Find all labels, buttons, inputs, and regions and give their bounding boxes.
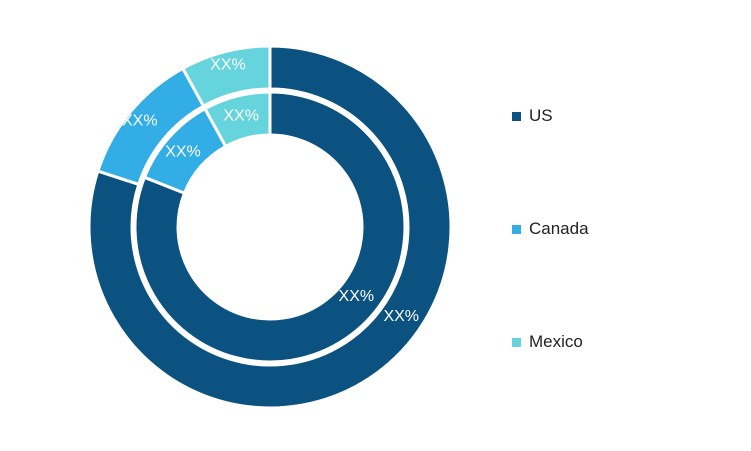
inner-label-mexico: XX% (223, 108, 259, 125)
outer-label-mexico: XX% (210, 56, 246, 73)
legend-swatch-us (512, 111, 521, 121)
legend-label-mexico: Mexico (529, 332, 583, 351)
outer-label-us: XX% (383, 308, 419, 325)
legend-swatch-canada (512, 224, 521, 234)
legend-swatch-mexico (512, 337, 521, 347)
inner-label-us: XX% (339, 288, 375, 305)
outer-label-canada: XX% (122, 112, 158, 129)
inner-label-canada: XX% (165, 143, 201, 160)
legend-item-us[interactable]: US (512, 106, 553, 126)
inner-slice-us[interactable] (133, 90, 407, 364)
inner-slice-mexico[interactable] (202, 90, 272, 149)
legend-item-canada[interactable]: Canada (512, 219, 589, 239)
legend-label-canada: Canada (529, 219, 589, 238)
legend: US Canada Mexico (512, 0, 742, 451)
legend-item-mexico[interactable]: Mexico (512, 332, 583, 352)
legend-label-us: US (529, 106, 553, 125)
outer-slice-mexico[interactable] (180, 44, 272, 109)
outer-slice-us[interactable] (87, 44, 453, 410)
